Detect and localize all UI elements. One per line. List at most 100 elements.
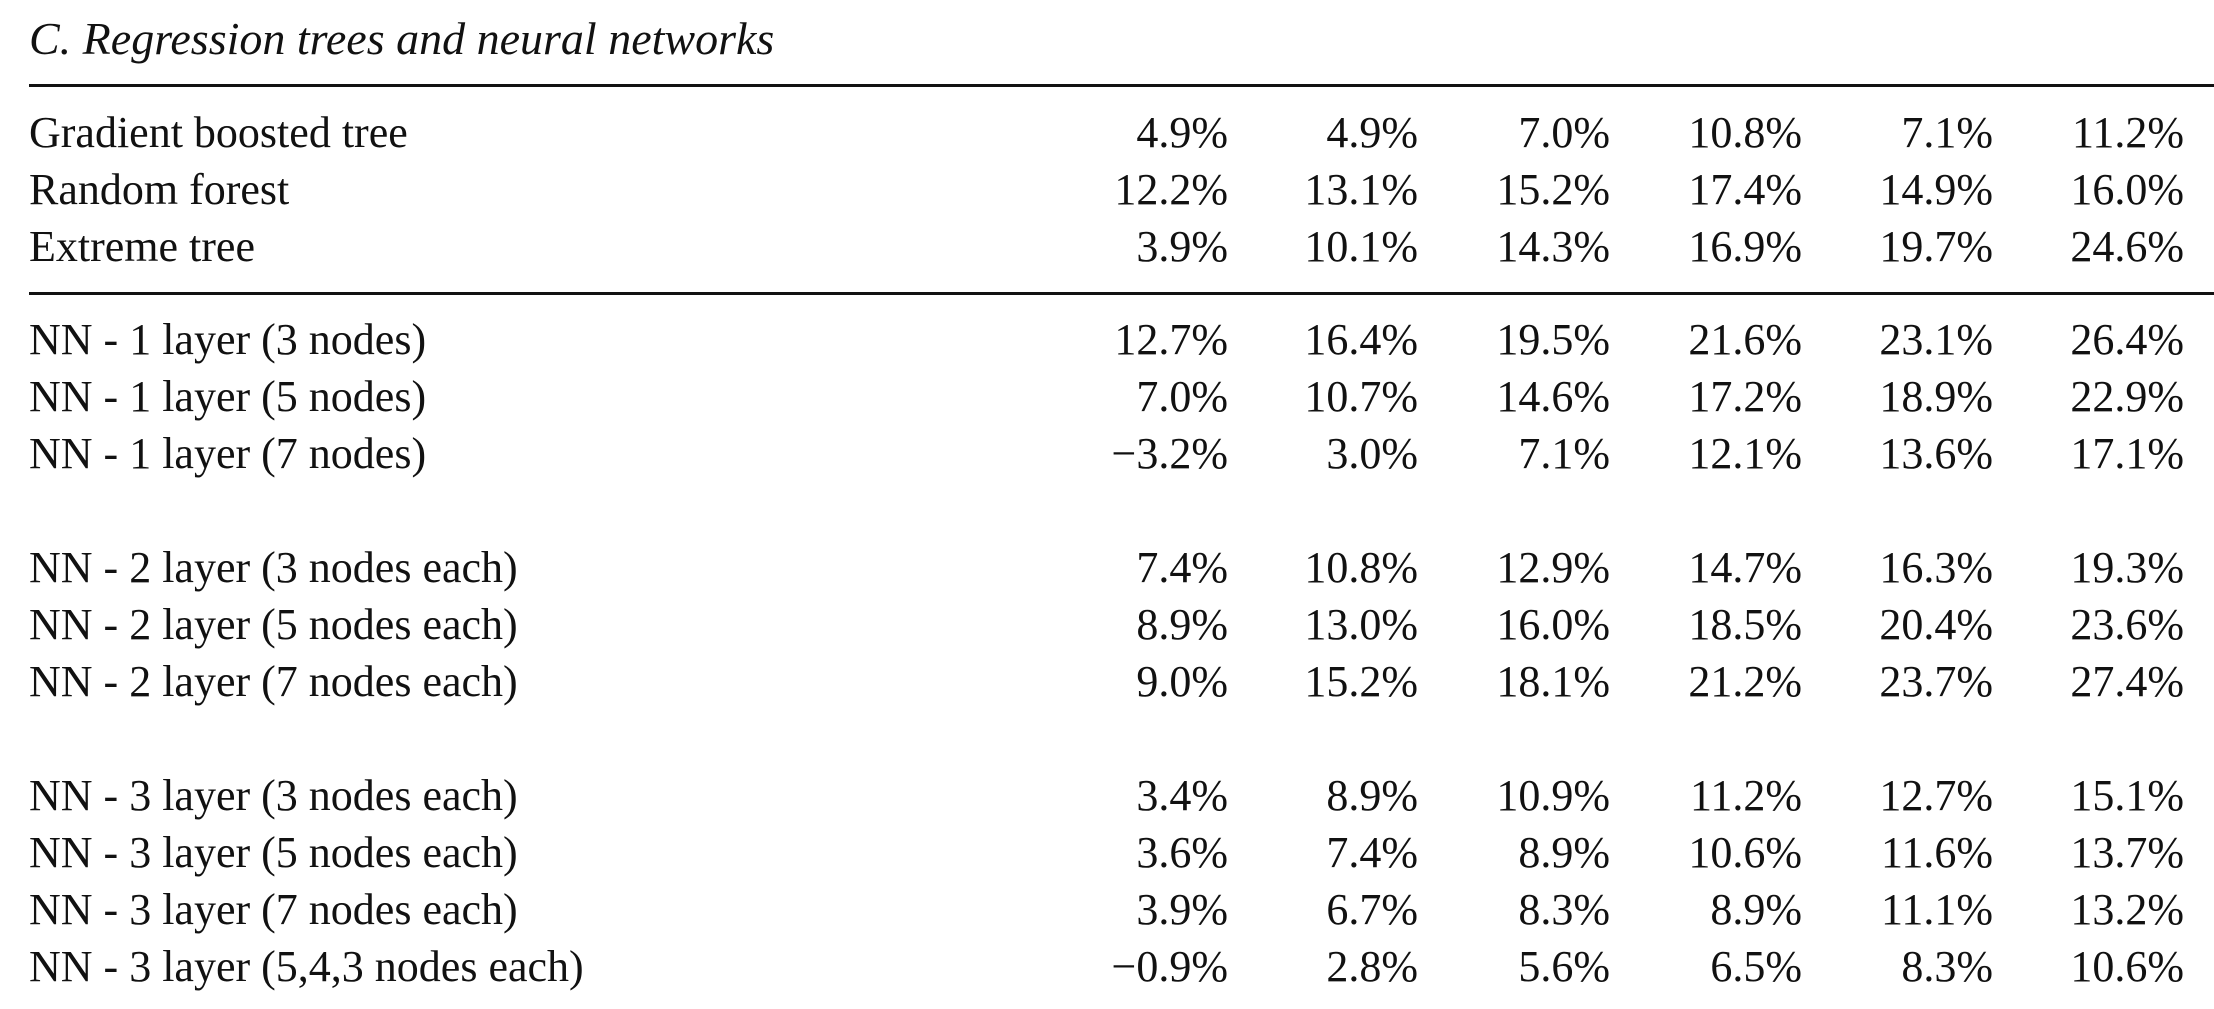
table-cell: 12.7%	[1114, 315, 1228, 364]
table-cell: 16.0%	[2070, 165, 2184, 214]
table-cell: 7.1%	[1901, 108, 1993, 157]
section-title: C. Regression trees and neural networks	[29, 13, 775, 64]
table-cell: 12.1%	[1688, 429, 1802, 478]
table-cell: 6.7%	[1326, 885, 1418, 934]
table-cell: 8.9%	[1326, 771, 1418, 820]
table-cell: 10.8%	[1688, 108, 1802, 157]
row-label: NN - 3 layer (5 nodes each)	[29, 828, 518, 877]
table-cell: 7.0%	[1518, 108, 1610, 157]
table-cell: 7.4%	[1136, 543, 1228, 592]
table-cell: 8.3%	[1518, 885, 1610, 934]
table-cell: 12.7%	[1879, 771, 1993, 820]
table-cell: 23.6%	[2070, 600, 2184, 649]
table-cell: 8.9%	[1136, 600, 1228, 649]
group-divider-rule	[29, 292, 2214, 295]
table-cell: 13.1%	[1304, 165, 1418, 214]
table-cell: 16.3%	[1879, 543, 1993, 592]
row-label: NN - 3 layer (5,4,3 nodes each)	[29, 942, 584, 991]
table-cell: 22.9%	[2070, 372, 2184, 421]
table-cell: 13.2%	[2070, 885, 2184, 934]
table-row: NN - 2 layer (3 nodes each) 7.4% 10.8% 1…	[0, 539, 2214, 596]
table-cell: 7.4%	[1326, 828, 1418, 877]
table-cell: 18.5%	[1688, 600, 1802, 649]
row-label: Random forest	[29, 165, 290, 214]
table-cell: 6.5%	[1710, 942, 1802, 991]
table-cell: 16.4%	[1304, 315, 1418, 364]
table-cell: 14.6%	[1496, 372, 1610, 421]
table-cell: 19.7%	[1879, 222, 1993, 271]
table-cell: 15.2%	[1496, 165, 1610, 214]
table-row: Random forest 12.2% 13.1% 15.2% 17.4% 14…	[0, 161, 2214, 218]
table-row: Extreme tree 3.9% 10.1% 14.3% 16.9% 19.7…	[0, 218, 2214, 275]
row-label: NN - 1 layer (5 nodes)	[29, 372, 427, 421]
table-cell: 5.6%	[1518, 942, 1610, 991]
table-cell: 8.3%	[1901, 942, 1993, 991]
table-cell: 8.9%	[1518, 828, 1610, 877]
table-cell: 17.4%	[1688, 165, 1802, 214]
table-cell: 21.6%	[1688, 315, 1802, 364]
table-cell: 7.1%	[1518, 429, 1610, 478]
table-cell: 10.8%	[1304, 543, 1418, 592]
table-cell: 7.0%	[1136, 372, 1228, 421]
table-row: NN - 2 layer (5 nodes each) 8.9% 13.0% 1…	[0, 596, 2214, 653]
row-label: NN - 2 layer (5 nodes each)	[29, 600, 518, 649]
row-label: NN - 1 layer (3 nodes)	[29, 315, 427, 364]
table-cell: 18.9%	[1879, 372, 1993, 421]
table-cell: −0.9%	[1111, 942, 1228, 991]
table-cell: 8.9%	[1710, 885, 1802, 934]
table-row: NN - 3 layer (5 nodes each) 3.6% 7.4% 8.…	[0, 824, 2214, 881]
table-cell: 10.1%	[1304, 222, 1418, 271]
table-cell: 23.7%	[1879, 657, 1993, 706]
table-row: NN - 3 layer (3 nodes each) 3.4% 8.9% 10…	[0, 767, 2214, 824]
table-cell: 9.0%	[1136, 657, 1228, 706]
table-cell: 11.1%	[1880, 885, 1993, 934]
table-cell: 14.9%	[1879, 165, 1993, 214]
table-cell: 2.8%	[1326, 942, 1418, 991]
table-cell: 14.7%	[1688, 543, 1802, 592]
row-label: Gradient boosted tree	[29, 108, 408, 157]
table-cell: 21.2%	[1688, 657, 1802, 706]
table-cell: 19.5%	[1496, 315, 1610, 364]
table-cell: 3.9%	[1136, 222, 1228, 271]
table-cell: 23.1%	[1879, 315, 1993, 364]
table-cell: 24.6%	[2070, 222, 2184, 271]
table-cell: 3.9%	[1136, 885, 1228, 934]
top-rule	[29, 84, 2214, 87]
table-cell: 12.9%	[1496, 543, 1610, 592]
table-row: NN - 1 layer (5 nodes) 7.0% 10.7% 14.6% …	[0, 368, 2214, 425]
table-row: NN - 3 layer (7 nodes each) 3.9% 6.7% 8.…	[0, 881, 2214, 938]
row-label: NN - 2 layer (7 nodes each)	[29, 657, 518, 706]
table-cell: 16.9%	[1688, 222, 1802, 271]
row-label: NN - 3 layer (3 nodes each)	[29, 771, 518, 820]
table-row: NN - 1 layer (3 nodes) 12.7% 16.4% 19.5%…	[0, 311, 2214, 368]
table-cell: 11.2%	[2071, 108, 2184, 157]
table-cell: −3.2%	[1111, 429, 1228, 478]
table-cell: 4.9%	[1136, 108, 1228, 157]
table-cell: 10.9%	[1496, 771, 1610, 820]
table-cell: 13.7%	[2070, 828, 2184, 877]
row-label: Extreme tree	[29, 222, 255, 271]
table-cell: 10.6%	[2070, 942, 2184, 991]
table-cell: 11.6%	[1880, 828, 1993, 877]
table-row: Gradient boosted tree 4.9% 4.9% 7.0% 10.…	[0, 104, 2214, 161]
table-cell: 27.4%	[2070, 657, 2184, 706]
table-cell: 4.9%	[1326, 108, 1418, 157]
table-cell: 17.1%	[2070, 429, 2184, 478]
row-label: NN - 3 layer (7 nodes each)	[29, 885, 518, 934]
table-cell: 12.2%	[1114, 165, 1228, 214]
table-cell: 13.6%	[1879, 429, 1993, 478]
table-cell: 19.3%	[2070, 543, 2184, 592]
table-row: NN - 2 layer (7 nodes each) 9.0% 15.2% 1…	[0, 653, 2214, 710]
table-cell: 14.3%	[1496, 222, 1610, 271]
table-cell: 11.2%	[1689, 771, 1802, 820]
table-cell: 26.4%	[2070, 315, 2184, 364]
table-cell: 13.0%	[1304, 600, 1418, 649]
table-cell: 15.2%	[1304, 657, 1418, 706]
table-cell: 17.2%	[1688, 372, 1802, 421]
table-row: NN - 1 layer (7 nodes) −3.2% 3.0% 7.1% 1…	[0, 425, 2214, 482]
table-cell: 18.1%	[1496, 657, 1610, 706]
table-cell: 3.0%	[1326, 429, 1418, 478]
table-cell: 20.4%	[1879, 600, 1993, 649]
table-cell: 3.6%	[1136, 828, 1228, 877]
table-cell: 16.0%	[1496, 600, 1610, 649]
